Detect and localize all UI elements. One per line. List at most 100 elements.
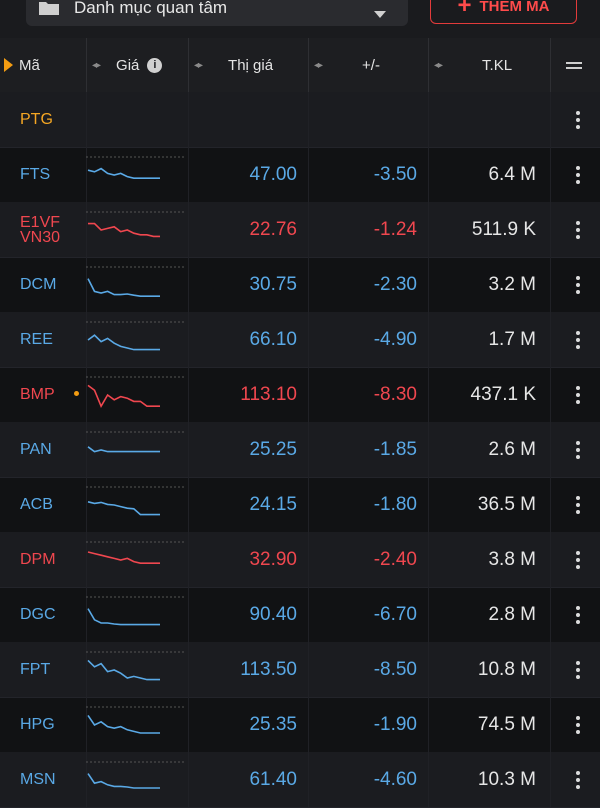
- table-row[interactable]: DPM 32.90 -2.40 3.8 M: [0, 532, 600, 588]
- change-cell: [310, 92, 417, 147]
- table-row[interactable]: HPG 25.35 -1.90 74.5 M: [0, 697, 600, 753]
- sparkline-series: [87, 334, 160, 351]
- symbol-cell[interactable]: HPG: [20, 716, 55, 733]
- symbol-cell[interactable]: PAN: [20, 441, 52, 458]
- symbol-cell[interactable]: E1VF VN30: [20, 213, 61, 246]
- symbol-cell[interactable]: FPT: [20, 661, 51, 678]
- more-options-icon[interactable]: [566, 642, 590, 697]
- price-cell: 25.25: [249, 438, 297, 460]
- symbol-cell[interactable]: ACB: [20, 496, 53, 513]
- change-cell: -1.85: [373, 438, 417, 460]
- price-cell: 22.76: [249, 218, 297, 240]
- sparkline-chart: [86, 321, 186, 351]
- price-cell: 113.10: [240, 383, 297, 405]
- watchlist-select[interactable]: Danh mục quan tâm: [26, 0, 408, 26]
- more-options-icon[interactable]: [566, 312, 590, 367]
- folder-icon: [38, 0, 60, 16]
- sparkline-series: [87, 608, 160, 626]
- more-options-icon[interactable]: [566, 587, 590, 642]
- sparkline-series: [87, 167, 160, 180]
- price-cell: 61.40: [249, 768, 297, 790]
- price-cell: 90.40: [249, 603, 297, 625]
- sparkline-chart: [86, 651, 186, 681]
- column-menu-button[interactable]: [566, 38, 590, 92]
- more-options-icon[interactable]: [566, 532, 590, 587]
- change-cell: -8.50: [373, 658, 417, 680]
- table-row[interactable]: DGC 90.40 -6.70 2.8 M: [0, 587, 600, 643]
- table-row[interactable]: PAN 25.25 -1.85 2.6 M: [0, 422, 600, 478]
- table-row[interactable]: BMP 113.10 -8.30 437.1 K: [0, 367, 600, 423]
- change-cell: -1.80: [373, 493, 417, 515]
- change-cell: -2.30: [373, 273, 417, 295]
- change-cell: -8.30: [373, 383, 417, 405]
- price-cell: 47.00: [249, 163, 297, 185]
- sparkline-chart: [86, 266, 186, 298]
- symbol-cell[interactable]: BMP: [20, 386, 55, 403]
- volume-cell: 1.7 M: [488, 328, 536, 350]
- info-icon[interactable]: i: [147, 57, 163, 73]
- symbol-cell[interactable]: MSN: [20, 771, 56, 788]
- volume-cell: 10.3 M: [477, 768, 536, 790]
- more-options-icon[interactable]: [566, 147, 590, 202]
- sparkline-chart: [86, 761, 186, 789]
- flag-icon: [4, 58, 13, 72]
- header-price[interactable]: ◂▸ Giá i: [92, 38, 186, 92]
- symbol-cell[interactable]: DGC: [20, 606, 56, 623]
- more-options-icon[interactable]: [566, 92, 590, 147]
- sparkline-chart: [86, 706, 186, 734]
- more-options-icon[interactable]: [566, 752, 590, 807]
- table-row[interactable]: FTS 47.00 -3.50 6.4 M: [0, 147, 600, 203]
- symbol-cell[interactable]: PTG: [20, 111, 53, 128]
- table-row[interactable]: ACB 24.15 -1.80 36.5 M: [0, 477, 600, 533]
- volume-cell: 2.8 M: [488, 603, 536, 625]
- alert-dot-icon: [74, 391, 79, 396]
- sparkline-series: [87, 446, 160, 453]
- more-options-icon[interactable]: [566, 367, 590, 422]
- price-cell: 30.75: [249, 273, 297, 295]
- header-volume[interactable]: ◂▸ T.KL: [434, 38, 550, 92]
- top-bar: Danh mục quan tâm + THÊM MÃ: [0, 0, 600, 38]
- more-options-icon[interactable]: [566, 422, 590, 477]
- change-cell: -4.90: [373, 328, 417, 350]
- change-cell: -4.60: [373, 768, 417, 790]
- more-options-icon[interactable]: [566, 257, 590, 312]
- more-options-icon[interactable]: [566, 697, 590, 752]
- more-options-icon[interactable]: [566, 477, 590, 532]
- volume-cell: 3.2 M: [488, 273, 536, 295]
- more-options-icon[interactable]: [566, 202, 590, 257]
- header-change[interactable]: ◂▸ +/-: [314, 38, 428, 92]
- table-row[interactable]: E1VF VN30 22.76 -1.24 511.9 K: [0, 202, 600, 258]
- volume-cell: 437.1 K: [470, 383, 537, 405]
- symbol-cell[interactable]: REE: [20, 331, 53, 348]
- plus-icon: +: [457, 0, 472, 19]
- volume-cell: 2.6 M: [488, 438, 536, 460]
- header-volume-label: T.KL: [482, 56, 513, 74]
- sparkline-chart: [86, 486, 186, 516]
- add-symbol-button[interactable]: + THÊM MÃ: [430, 0, 577, 24]
- sparkline-chart: [86, 541, 186, 565]
- symbol-cell[interactable]: DCM: [20, 276, 57, 293]
- table-row[interactable]: PTG: [0, 92, 600, 148]
- header-market-price[interactable]: ◂▸ Thị giá: [194, 38, 308, 92]
- menu-icon: [566, 59, 582, 72]
- header-symbol[interactable]: Mã: [0, 38, 90, 92]
- table-row[interactable]: REE 66.10 -4.90 1.7 M: [0, 312, 600, 368]
- symbol-cell[interactable]: DPM: [20, 551, 56, 568]
- header-market-price-label: Thị giá: [228, 56, 274, 74]
- resize-icon: ◂▸: [194, 59, 203, 71]
- volume-cell: [430, 92, 536, 147]
- table-row[interactable]: DCM 30.75 -2.30 3.2 M: [0, 257, 600, 313]
- sparkline-series: [87, 278, 160, 298]
- table-row[interactable]: FPT 113.50 -8.50 10.8 M: [0, 642, 600, 698]
- sparkline-series: [87, 551, 160, 565]
- price-cell: 32.90: [249, 548, 297, 570]
- sparkline-series: [87, 501, 160, 516]
- volume-cell: 10.8 M: [477, 658, 536, 680]
- price-cell: 24.15: [249, 493, 297, 515]
- symbol-cell[interactable]: FTS: [20, 166, 51, 183]
- sparkline-chart: [86, 596, 186, 626]
- change-cell: -2.40: [373, 548, 417, 570]
- price-cell: 113.50: [240, 658, 297, 680]
- sparkline-chart: [86, 211, 186, 238]
- price-cell: 25.35: [249, 713, 297, 735]
